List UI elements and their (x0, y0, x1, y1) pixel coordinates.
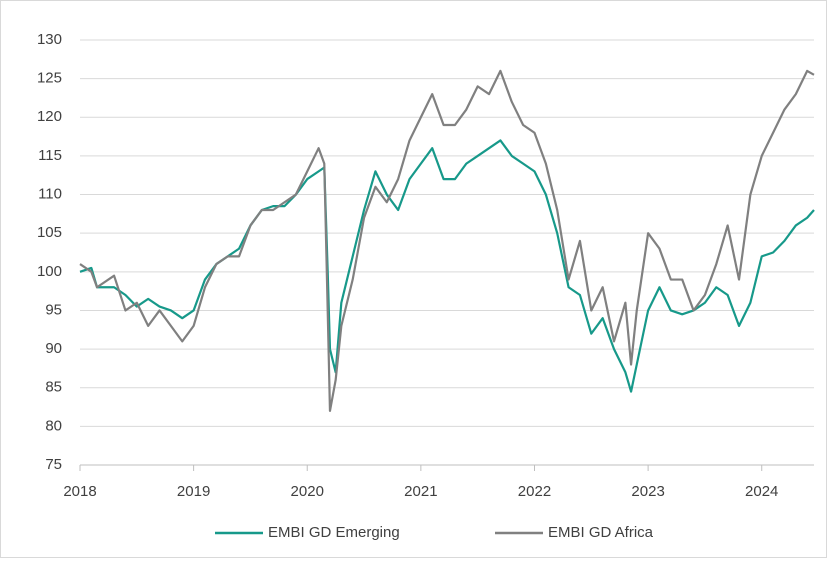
y-tick-label: 95 (45, 301, 62, 318)
x-tick-label: 2019 (177, 483, 210, 500)
y-tick-label: 115 (38, 147, 62, 164)
y-tick-label: 110 (38, 186, 62, 203)
y-tick-label: 75 (45, 456, 62, 473)
x-tick-label: 2018 (63, 483, 96, 500)
y-tick-label: 130 (37, 31, 62, 48)
legend-label: EMBI GD Emerging (268, 524, 400, 541)
y-tick-label: 85 (45, 379, 62, 396)
y-tick-label: 100 (37, 263, 62, 280)
legend-label: EMBI GD Africa (548, 524, 654, 541)
series-line (79, 139, 815, 393)
y-tick-label: 80 (45, 417, 62, 434)
x-tick-label: 2021 (404, 483, 437, 500)
y-tick-label: 90 (45, 340, 62, 357)
y-tick-label: 105 (37, 224, 62, 241)
x-tick-label: 2023 (631, 483, 664, 500)
series-line (79, 69, 815, 413)
x-tick-label: 2020 (291, 483, 324, 500)
x-tick-label: 2024 (745, 483, 778, 500)
x-tick-label: 2022 (518, 483, 551, 500)
y-tick-label: 125 (37, 70, 62, 87)
y-tick-label: 120 (37, 108, 62, 125)
